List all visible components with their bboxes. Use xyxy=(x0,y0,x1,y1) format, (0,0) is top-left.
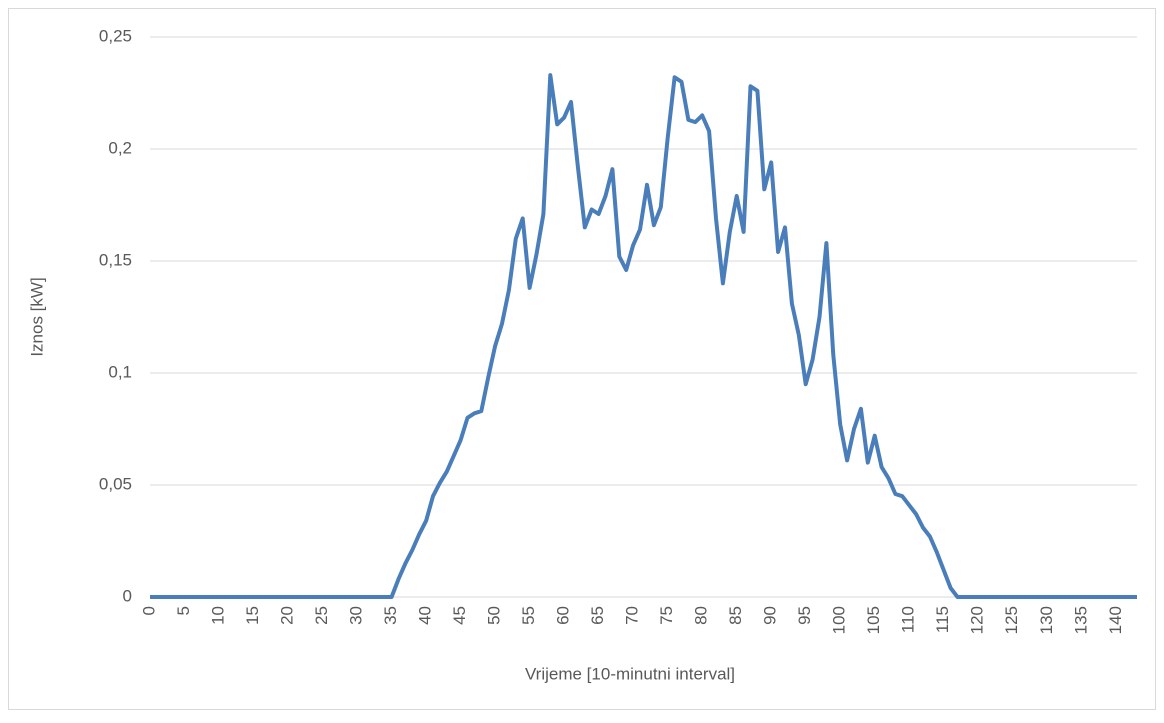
chart-frame xyxy=(8,8,1156,710)
x-tick-label: 55 xyxy=(519,606,538,625)
x-tick-label: 60 xyxy=(554,606,573,625)
x-tick-label: 45 xyxy=(450,606,469,625)
x-tick-label: 120 xyxy=(968,606,987,634)
y-tick-label: 0,1 xyxy=(108,362,132,381)
x-tick-label: 80 xyxy=(692,606,711,625)
x-tick-label: 115 xyxy=(933,606,952,633)
x-tick-label: 105 xyxy=(864,606,883,634)
x-tick-label: 70 xyxy=(623,606,642,625)
x-tick-label: 30 xyxy=(347,606,366,625)
y-tick-label: 0,25 xyxy=(99,26,132,45)
x-tick-label: 140 xyxy=(1106,606,1125,634)
x-tick-label: 10 xyxy=(209,606,228,625)
x-tick-label: 5 xyxy=(174,606,193,615)
x-tick-label: 25 xyxy=(312,606,331,625)
data-line xyxy=(150,73,1137,599)
x-tick-label: 0 xyxy=(139,606,158,615)
x-tick-label: 95 xyxy=(795,606,814,625)
x-tick-label: 100 xyxy=(830,606,849,634)
x-tick-label: 130 xyxy=(1037,606,1056,634)
x-tick-label: 15 xyxy=(243,606,262,625)
x-tick-label: 65 xyxy=(588,606,607,625)
x-tick-label: 125 xyxy=(1002,606,1021,634)
y-tick-label: 0 xyxy=(123,586,132,605)
x-tick-label: 40 xyxy=(416,606,435,625)
y-tick-label: 0,2 xyxy=(108,138,132,157)
x-tick-label: 35 xyxy=(381,606,400,625)
x-tick-label: 85 xyxy=(726,606,745,625)
x-tick-label: 90 xyxy=(761,606,780,625)
x-tick-label: 50 xyxy=(485,606,504,625)
x-tick-label: 75 xyxy=(657,606,676,625)
y-axis-title: Iznos [kW] xyxy=(27,277,46,356)
x-axis-title: Vrijeme [10-minutni interval] xyxy=(525,664,735,683)
x-tick-label: 135 xyxy=(1071,606,1090,634)
x-tick-label: 20 xyxy=(278,606,297,625)
y-tick-label: 0,15 xyxy=(99,250,132,269)
y-tick-label: 0,05 xyxy=(99,474,132,493)
x-tick-label: 110 xyxy=(899,606,918,633)
